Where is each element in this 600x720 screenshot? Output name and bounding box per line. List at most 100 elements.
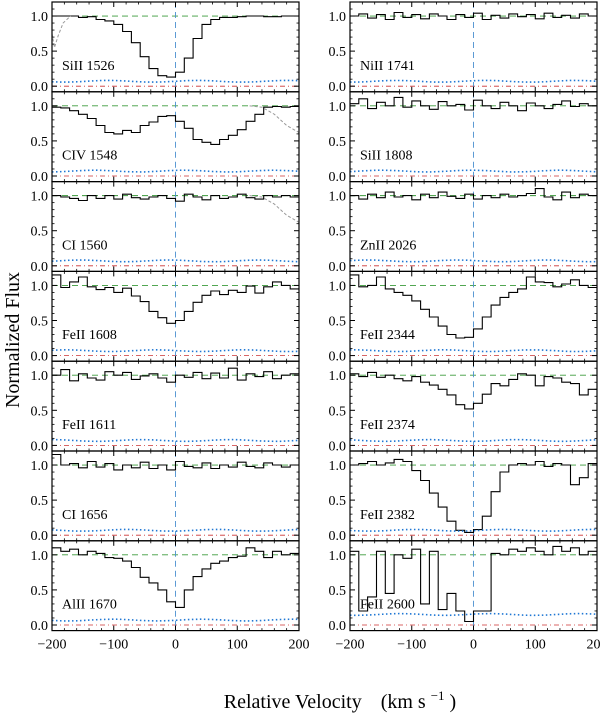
error-spectrum xyxy=(350,259,597,263)
y-tick-label: 1.0 xyxy=(31,10,49,25)
error-spectrum xyxy=(350,169,597,173)
error-spectrum xyxy=(52,79,299,83)
panel-12: 0.0 0.5 1.0 FeII 2382 xyxy=(329,450,598,544)
panel-plot-area-7 xyxy=(350,2,597,92)
flux-histogram xyxy=(350,371,597,410)
ion-label: SiII 1526 xyxy=(62,59,115,74)
x-tick-label: −100 xyxy=(99,638,128,653)
panel-7: 0.0 0.5 1.0 NiII 1741 xyxy=(329,1,598,95)
flux-histogram xyxy=(52,453,299,471)
panel-0: 0.0 0.5 1.0 SiII 1526 xyxy=(31,1,300,95)
y-tick-label: 0.0 xyxy=(31,619,49,634)
flux-histogram xyxy=(52,547,299,608)
error-spectrum xyxy=(52,618,299,622)
y-tick-label: 0.0 xyxy=(329,170,347,185)
y-tick-label: 0.5 xyxy=(31,494,49,509)
y-tick-label: 0.5 xyxy=(31,135,49,150)
x-axis-title-exp: −1 xyxy=(431,688,445,703)
x-axis-title-unit: (km s xyxy=(381,691,426,713)
x-tick-label: 100 xyxy=(525,638,546,653)
panel-plot-area-13 xyxy=(350,540,597,631)
flux-histogram xyxy=(52,193,299,202)
error-spectrum xyxy=(350,528,597,532)
panel-plot-area-3 xyxy=(52,271,299,362)
panel-plot-area-11 xyxy=(350,361,597,451)
y-tick-label: 0.5 xyxy=(329,135,347,150)
x-tick-label: −100 xyxy=(397,638,426,653)
y-tick-label: 1.0 xyxy=(31,279,49,294)
x-tick-label: 0 xyxy=(470,638,477,653)
flux-histogram xyxy=(350,274,597,339)
panel-plot-area-9 xyxy=(350,181,597,272)
ion-label: FeII 2344 xyxy=(360,328,415,343)
x-tick-label: 0 xyxy=(172,638,179,653)
panel-plot-area-5 xyxy=(52,451,299,541)
x-tick-label: 200 xyxy=(587,638,600,653)
error-spectrum xyxy=(350,348,597,353)
y-tick-label: 0.0 xyxy=(31,80,49,95)
y-tick-label: 0.5 xyxy=(329,494,347,509)
y-tick-label: 0.5 xyxy=(329,225,347,240)
y-tick-label: 1.0 xyxy=(329,10,347,25)
x-tick-label: −200 xyxy=(38,638,67,653)
y-tick-label: 1.0 xyxy=(329,459,347,474)
y-tick-label: 1.0 xyxy=(329,549,347,564)
x-tick-label: 100 xyxy=(227,638,248,653)
ion-label: FeII 1608 xyxy=(62,328,117,343)
flux-histogram xyxy=(52,15,299,78)
ion-label: NiII 1741 xyxy=(360,59,415,74)
flux-histogram xyxy=(350,11,597,21)
y-tick-label: 1.0 xyxy=(31,549,49,564)
panel-4: 0.0 0.5 1.0 FeII 1611 xyxy=(31,360,300,454)
panel-11: 0.0 0.5 1.0 FeII 2374 xyxy=(329,360,598,454)
ion-label: FeII 2374 xyxy=(360,418,415,433)
panel-plot-area-0 xyxy=(52,2,299,92)
error-spectrum xyxy=(350,79,597,83)
panel-plot-area-8 xyxy=(350,91,597,182)
x-axis-title-close: ) xyxy=(450,691,457,713)
y-tick-label: 0.0 xyxy=(31,439,49,454)
y-tick-label: 1.0 xyxy=(31,190,49,205)
y-tick-label: 0.0 xyxy=(31,350,49,365)
y-tick-label: 1.0 xyxy=(329,190,347,205)
ion-label: CIV 1548 xyxy=(62,149,117,164)
y-tick-label: 0.5 xyxy=(329,315,347,330)
flux-histogram xyxy=(350,96,597,112)
y-tick-label: 1.0 xyxy=(31,100,49,115)
flux-histogram xyxy=(52,274,299,324)
error-spectrum xyxy=(52,528,299,532)
y-tick-label: 0.0 xyxy=(31,529,49,544)
x-tick-label: 200 xyxy=(289,638,310,653)
y-tick-label: 0.0 xyxy=(329,260,347,275)
panel-plot-area-1 xyxy=(52,91,299,182)
flux-histogram xyxy=(350,545,597,623)
y-tick-label: 1.0 xyxy=(31,369,49,384)
x-tick-label: −200 xyxy=(336,638,365,653)
flux-histogram xyxy=(350,458,597,533)
y-tick-label: 0.5 xyxy=(31,315,49,330)
y-tick-label: 0.5 xyxy=(31,404,49,419)
ion-label: FeII 2600 xyxy=(360,598,415,613)
error-spectrum xyxy=(52,169,299,173)
ion-label: FeII 1611 xyxy=(62,418,116,433)
flux-histogram xyxy=(52,105,299,145)
y-tick-label: 0.0 xyxy=(31,260,49,275)
y-tick-label: 1.0 xyxy=(329,369,347,384)
panel-5: 0.0 0.5 1.0 CI 1656 xyxy=(31,450,300,544)
y-tick-label: 1.0 xyxy=(31,459,49,474)
ion-label: ZnII 2026 xyxy=(360,238,416,253)
error-spectrum xyxy=(52,348,299,353)
y-tick-label: 0.5 xyxy=(31,45,49,60)
ion-label: AlII 1670 xyxy=(62,598,117,613)
y-tick-label: 0.0 xyxy=(329,350,347,365)
y-tick-label: 0.0 xyxy=(329,439,347,454)
error-spectrum xyxy=(350,438,597,443)
panel-plot-area-4 xyxy=(52,361,299,451)
error-spectrum xyxy=(350,612,597,617)
panel-8: 0.0 0.5 1.0 SiII 1808 xyxy=(329,91,598,185)
panel-9: 0.0 0.5 1.0 ZnII 2026 xyxy=(329,181,598,275)
y-tick-label: 0.5 xyxy=(329,404,347,419)
flux-histogram xyxy=(350,188,597,201)
flux-histogram xyxy=(52,367,299,383)
